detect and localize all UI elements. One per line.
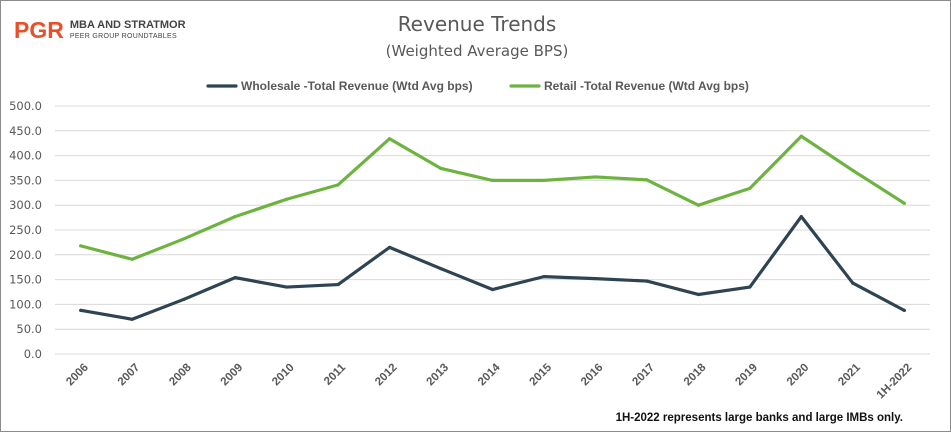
y-tick-label: 300.0: [9, 198, 42, 212]
data-point-wholesale: [542, 275, 546, 279]
x-tick-label: 2013: [425, 362, 452, 389]
x-tick-label: 2021: [836, 361, 863, 388]
x-tick-label: 2010: [270, 362, 297, 389]
y-tick-label: 50.0: [16, 322, 42, 336]
series-line-retail: [79, 134, 906, 261]
data-point-wholesale: [79, 308, 83, 312]
pgr-logo: PGR MBA AND STRATMOR PEER GROUP ROUNDTAB…: [14, 18, 186, 42]
data-point-wholesale: [851, 281, 855, 285]
x-tick-label: 2015: [528, 361, 555, 388]
data-point-wholesale: [748, 285, 752, 289]
x-tick-label: 2018: [682, 361, 709, 388]
data-point-retail: [593, 175, 598, 179]
data-point-wholesale: [799, 215, 803, 219]
x-tick-label: 2006: [64, 362, 91, 389]
data-point-retail: [130, 257, 134, 261]
footnote: 1H-2022 represents large banks and large…: [616, 412, 903, 424]
data-point-retail: [79, 244, 83, 248]
gridlines: [55, 105, 930, 355]
data-point-wholesale: [336, 282, 340, 287]
x-tick-label: 1H-2022: [875, 362, 915, 402]
data-point-wholesale: [490, 287, 495, 292]
x-tick-label: 2009: [219, 362, 246, 389]
y-tick-label: 450.0: [9, 124, 42, 138]
data-point-retail: [439, 166, 443, 171]
logo-line2: PEER GROUP ROUNDTABLES: [69, 32, 177, 40]
y-tick-label: 250.0: [9, 223, 42, 237]
data-point-wholesale: [696, 292, 700, 297]
data-point-retail: [542, 178, 546, 182]
data-point-wholesale: [285, 285, 289, 289]
x-tick-label: 2016: [579, 362, 606, 389]
x-tick-label: 2007: [116, 362, 143, 389]
logo-mark: PGR: [14, 17, 64, 43]
y-tick-label: 200.0: [9, 248, 42, 262]
y-tick-label: 0.0: [24, 347, 42, 361]
data-point-retail: [696, 203, 700, 207]
data-point-retail: [182, 237, 186, 241]
data-point-retail: [387, 137, 392, 141]
y-tick-label: 150.0: [9, 273, 42, 287]
data-point-wholesale: [902, 308, 906, 312]
data-point-wholesale: [387, 245, 392, 249]
data-point-retail: [336, 183, 340, 187]
x-axis: 2006 2007 2008 2009 2010 2011 2012 2013 2014 2015…: [64, 361, 914, 401]
data-point-retail: [490, 178, 495, 182]
data-point-wholesale: [182, 297, 186, 302]
legend: Wholesale -Total Revenue (Wtd Avg bps) Re…: [206, 79, 749, 93]
series-lines: [79, 134, 906, 321]
legend-label: Retail -Total Revenue (Wtd Avg bps): [544, 79, 749, 93]
data-point-wholesale: [439, 267, 443, 271]
chart-subtitle: (Weighted Average BPS): [386, 42, 569, 60]
data-point-retail: [645, 178, 649, 182]
data-point-retail: [233, 215, 237, 219]
x-tick-label: 2020: [785, 362, 812, 389]
data-point-retail: [902, 201, 906, 205]
x-tick-label: 2008: [167, 361, 194, 388]
logo-line1: MBA AND STRATMOR: [69, 18, 186, 31]
data-point-wholesale: [233, 276, 237, 280]
y-tick-label: 100.0: [9, 297, 42, 311]
logo-text: MBA AND STRATMOR PEER GROUP ROUNDTABLES: [70, 19, 186, 42]
series-line-wholesale: [79, 215, 906, 321]
x-tick-label: 2017: [630, 362, 657, 389]
x-tick-label: 2014: [476, 361, 503, 388]
data-point-wholesale: [593, 277, 598, 281]
y-tick-label: 350.0: [9, 173, 42, 187]
data-point-retail: [285, 197, 289, 201]
data-point-wholesale: [130, 317, 134, 321]
y-axis: 0.0 50.0 100.0 150.0 200.0 250.0 300.0 350.0 400…: [9, 99, 42, 361]
data-point-retail: [748, 186, 752, 190]
data-point-retail: [851, 168, 855, 173]
legend-label: Wholesale -Total Revenue (Wtd Avg bps): [241, 79, 473, 93]
data-point-wholesale: [645, 279, 649, 283]
chart-title: Revenue Trends: [398, 12, 557, 36]
x-tick-label: 2011: [322, 361, 349, 388]
y-tick-label: 500.0: [9, 99, 42, 113]
y-tick-label: 400.0: [9, 149, 42, 163]
x-tick-label: 2019: [733, 362, 760, 389]
x-tick-label: 2012: [373, 362, 400, 389]
data-point-retail: [799, 134, 803, 138]
